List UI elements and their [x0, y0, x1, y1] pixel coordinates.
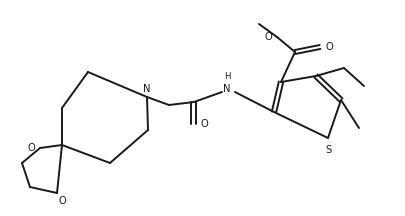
Text: O: O — [200, 119, 208, 129]
Text: S: S — [325, 145, 331, 155]
Text: O: O — [325, 42, 333, 52]
Text: O: O — [27, 143, 35, 153]
Text: O: O — [59, 196, 66, 206]
Text: N: N — [143, 84, 150, 94]
Text: H: H — [223, 72, 230, 81]
Text: N: N — [223, 84, 230, 94]
Text: O: O — [264, 32, 271, 42]
